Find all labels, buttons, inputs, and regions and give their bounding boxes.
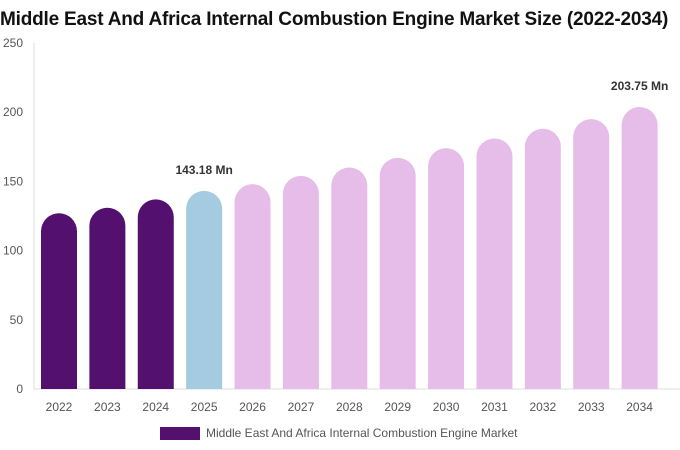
x-tick-label: 2034 xyxy=(626,400,653,414)
x-tick-label: 2023 xyxy=(94,400,121,414)
bar-2031 xyxy=(476,138,513,389)
bar-2027 xyxy=(282,175,319,389)
bar-2034 xyxy=(621,107,658,389)
x-tick-label: 2033 xyxy=(578,400,605,414)
y-tick-label: 200 xyxy=(3,105,23,119)
y-tick-label: 50 xyxy=(10,313,24,327)
data-labels: 143.18 Mn 203.75 Mn xyxy=(175,79,668,177)
y-tick-label: 100 xyxy=(3,244,23,258)
legend-label: Middle East And Africa Internal Combusti… xyxy=(206,426,518,440)
x-tick-label: 2025 xyxy=(191,400,218,414)
bars xyxy=(41,107,658,390)
y-tick-label: 0 xyxy=(16,382,23,396)
legend: Middle East And Africa Internal Combusti… xyxy=(160,425,518,441)
legend-swatch xyxy=(160,426,200,440)
x-tick-label: 2031 xyxy=(481,400,508,414)
bar-2024 xyxy=(137,199,174,389)
x-tick-label: 2022 xyxy=(46,400,73,414)
x-axis: 2022 2023 2024 2025 2026 2027 2028 2029 2030 2031… xyxy=(46,400,654,414)
data-label: 143.18 Mn xyxy=(175,163,232,177)
data-label: 203.75 Mn xyxy=(611,79,668,93)
bar-2029 xyxy=(379,157,416,389)
bar-2032 xyxy=(524,128,561,390)
x-tick-label: 2026 xyxy=(239,400,266,414)
chart-title: Middle East And Africa Internal Combusti… xyxy=(0,9,669,30)
x-tick-label: 2027 xyxy=(288,400,315,414)
y-tick-label: 150 xyxy=(3,174,23,188)
bar-2026 xyxy=(234,184,271,389)
x-tick-label: 2032 xyxy=(529,400,556,414)
bar-2022 xyxy=(41,213,77,389)
x-tick-label: 2028 xyxy=(336,400,363,414)
bar-2028 xyxy=(331,167,368,389)
y-tick-label: 250 xyxy=(3,36,23,50)
bar-2030 xyxy=(428,148,465,389)
x-tick-label: 2029 xyxy=(384,400,411,414)
bar-2025 xyxy=(186,190,223,389)
bar-2023 xyxy=(89,207,126,389)
bar-2033 xyxy=(573,119,610,390)
x-tick-label: 2030 xyxy=(433,400,460,414)
x-tick-label: 2024 xyxy=(142,400,169,414)
